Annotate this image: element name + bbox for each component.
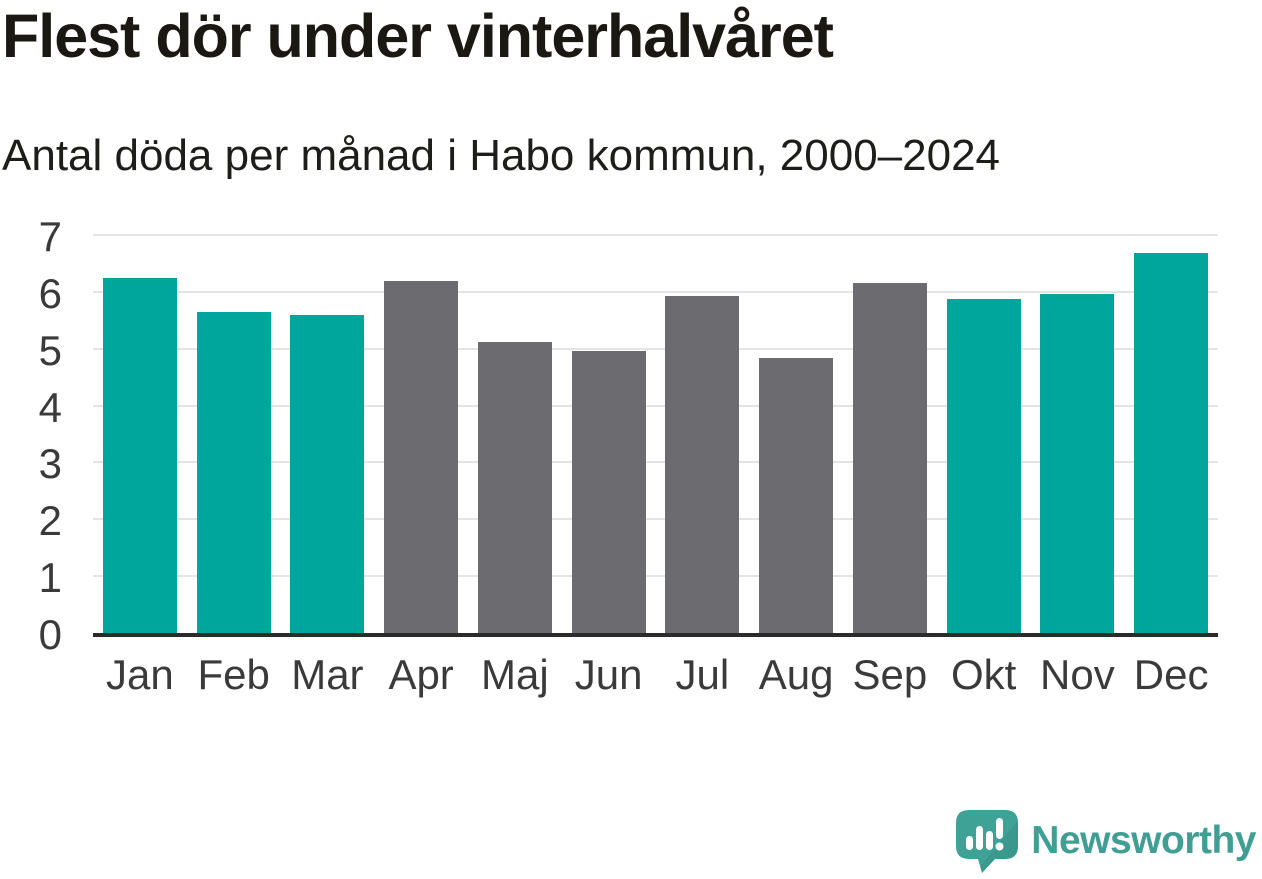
newsworthy-logo: Newsworthy <box>955 809 1256 873</box>
bar-band-aug: Aug <box>749 235 843 698</box>
newsworthy-logo-icon <box>956 810 1019 873</box>
x-axis-tick-label-nov: Nov <box>1040 651 1115 698</box>
x-axis-tick-label-aug: Aug <box>758 651 834 698</box>
bar-apr <box>384 280 459 633</box>
bar-band-feb: Feb <box>187 235 281 698</box>
plot-area: 0 1 2 3 4 5 6 7 Jan Feb Mar Apr Maj Jun Jul Aug Sep Okt No… <box>39 213 1218 698</box>
chart-subtitle: Antal döda per månad i Habo kommun, 2000… <box>2 131 1001 180</box>
bar-band-nov: Nov <box>1031 235 1125 698</box>
x-axis-line <box>93 633 1218 637</box>
newsworthy-logo-text: Newsworthy <box>1031 819 1256 862</box>
x-axis-tick-label-jul: Jul <box>675 651 730 698</box>
bar-band-apr: Apr <box>374 235 468 698</box>
y-axis-tick-label: 6 <box>38 269 62 317</box>
bar-band-jul: Jul <box>656 235 750 698</box>
bar-okt <box>946 298 1021 633</box>
bar-jun <box>571 351 646 633</box>
x-axis-tick-label-okt: Okt <box>950 651 1017 698</box>
bar-dec <box>1134 253 1209 633</box>
x-axis-tick-label-mar: Mar <box>291 651 364 698</box>
y-axis-tick-label: 7 <box>38 213 62 260</box>
bar-band-maj: Maj <box>468 235 562 698</box>
y-axis-tick-label: 2 <box>38 497 62 545</box>
bar-band-okt: Okt <box>937 235 1031 698</box>
x-axis-tick-label-maj: Maj <box>481 651 549 698</box>
gridline-y4 <box>93 404 1218 407</box>
bar-mar <box>290 314 365 633</box>
bar-feb <box>196 312 271 633</box>
bar-nov <box>1040 294 1115 633</box>
gridline-y3 <box>93 461 1218 464</box>
bar-maj <box>477 341 552 633</box>
x-axis-tick-label-apr: Apr <box>388 651 454 698</box>
bar-band-jan: Jan <box>93 235 187 698</box>
gridline-y1 <box>93 575 1218 578</box>
y-axis-tick-label: 1 <box>38 554 62 602</box>
y-axis-tick-label: 5 <box>38 326 62 374</box>
gridline-y5 <box>93 347 1218 350</box>
bar-band-mar: Mar <box>281 235 375 698</box>
bar-jul <box>665 296 740 633</box>
y-axis-tick-label: 4 <box>38 383 62 431</box>
gridline-y6 <box>93 290 1218 293</box>
x-axis-tick-label-jan: Jan <box>106 651 174 698</box>
gridline-y2 <box>93 518 1218 521</box>
bar-sep <box>852 282 927 633</box>
bar-band-sep: Sep <box>843 235 937 698</box>
x-axis-tick-label-sep: Sep <box>852 651 928 698</box>
bar-band-dec: Dec <box>1124 235 1218 698</box>
bar-aug <box>759 357 834 633</box>
x-axis-tick-label-dec: Dec <box>1133 651 1209 698</box>
x-axis-tick-label-jun: Jun <box>574 651 643 698</box>
bar-band-jun: Jun <box>562 235 656 698</box>
bar-jan <box>102 278 177 633</box>
page-title: Flest dör under vinterhalvåret <box>2 2 834 70</box>
y-axis-tick-label: 3 <box>38 440 62 488</box>
gridline-y7 <box>93 234 1218 236</box>
y-axis-tick-label: 0 <box>38 611 62 658</box>
x-axis-tick-label-feb: Feb <box>197 651 270 698</box>
